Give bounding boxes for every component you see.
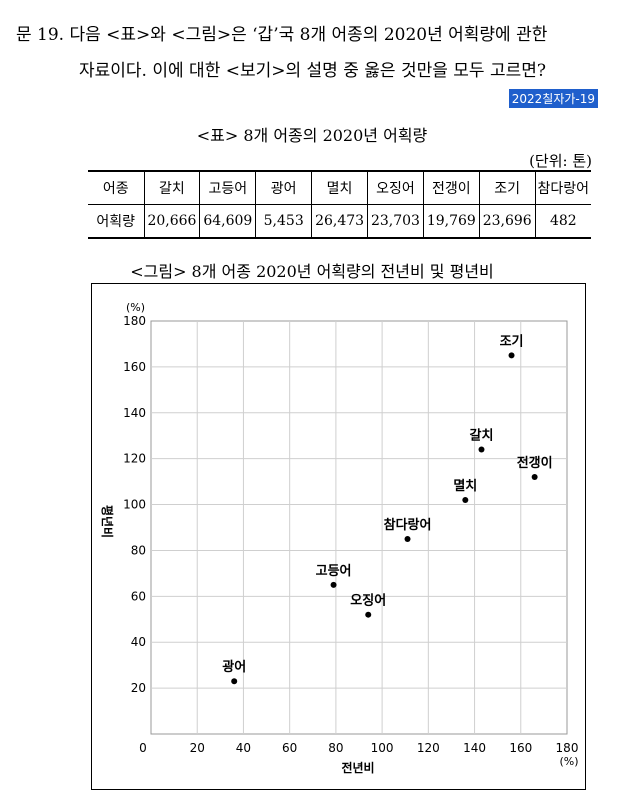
question-line-2: 자료이다. 이에 대한 <보기>의 설명 중 옳은 것만을 모두 고르면? bbox=[79, 61, 546, 81]
value-cell: 20,666 bbox=[143, 204, 201, 239]
y-unit-label: (%) bbox=[126, 301, 145, 314]
data-point-label: 오징어 bbox=[350, 593, 386, 609]
species-cell: 멸치 bbox=[311, 170, 368, 205]
x-axis-title: 전년비 bbox=[341, 760, 374, 775]
y-tick-label: 140 bbox=[123, 406, 146, 420]
y-tick-label: 40 bbox=[131, 635, 146, 649]
question-line-1: 문 19. 다음 <표>와 <그림>은 ‘갑’국 8개 어종의 2020년 어획… bbox=[16, 25, 548, 45]
table-title: <표> 8개 어종의 2020년 어획량 bbox=[196, 126, 428, 145]
data-point bbox=[330, 581, 337, 588]
data-point-label: 광어 bbox=[222, 659, 246, 675]
x-tick-label: 40 bbox=[236, 741, 251, 755]
species-cell: 갈치 bbox=[143, 170, 201, 205]
data-point-label: 전갱이 bbox=[517, 455, 553, 471]
source-badge: 2022칠자가-19 bbox=[508, 89, 598, 108]
figure-title: <그림> 8개 어종 2020년 어획량의 전년비 및 평년비 bbox=[130, 262, 494, 281]
x-tick-label: 160 bbox=[509, 741, 532, 755]
y-tick-label: 80 bbox=[131, 543, 146, 557]
data-point-label: 멸치 bbox=[453, 478, 477, 494]
x-tick-label: 140 bbox=[463, 741, 486, 755]
row-label: 어획량 bbox=[88, 204, 145, 239]
x-tick-label: 180 bbox=[556, 741, 579, 755]
value-cell: 23,696 bbox=[478, 204, 536, 239]
data-point-label: 고등어 bbox=[316, 563, 352, 579]
x-tick-label: 20 bbox=[190, 741, 205, 755]
y-tick-label: 60 bbox=[131, 589, 146, 603]
value-cell: 26,473 bbox=[311, 204, 368, 239]
table-header-row: 어종 갈치 고등어 광어 멸치 오징어 전갱이 조기 참다랑어 bbox=[88, 170, 591, 205]
data-point bbox=[462, 496, 469, 503]
species-cell: 조기 bbox=[478, 170, 536, 205]
data-point-label: 조기 bbox=[500, 334, 524, 349]
y-tick-label: 120 bbox=[123, 452, 146, 466]
plot-area bbox=[150, 320, 568, 735]
catch-table: 어종 갈치 고등어 광어 멸치 오징어 전갱이 조기 참다랑어 어획량 20,6… bbox=[88, 170, 591, 239]
value-cell: 5,453 bbox=[255, 204, 313, 239]
chart-frame bbox=[91, 283, 586, 790]
y-tick-label: 160 bbox=[123, 360, 146, 374]
value-cell: 482 bbox=[534, 204, 591, 239]
y-tick-label: 180 bbox=[123, 314, 146, 328]
x-tick-label: 100 bbox=[371, 741, 394, 755]
x-tick-label: 120 bbox=[417, 741, 440, 755]
y-tick-label: 20 bbox=[131, 681, 146, 695]
species-cell: 참다랑어 bbox=[534, 170, 591, 205]
table-value-row: 어획량 20,666 64,609 5,453 26,473 23,703 19… bbox=[88, 204, 591, 239]
x-unit-label: (%) bbox=[559, 755, 578, 768]
x-tick-label: 0 bbox=[139, 741, 147, 755]
data-point bbox=[478, 446, 485, 453]
value-cell: 64,609 bbox=[199, 204, 257, 239]
data-point bbox=[508, 352, 515, 359]
x-tick-label: 60 bbox=[282, 741, 297, 755]
data-point bbox=[365, 611, 372, 618]
data-point bbox=[231, 678, 238, 685]
header-label: 어종 bbox=[88, 170, 145, 205]
data-point-label: 갈치 bbox=[470, 427, 494, 443]
x-tick-label: 80 bbox=[328, 741, 343, 755]
value-cell: 23,703 bbox=[367, 204, 424, 239]
y-axis-title: 평년비 bbox=[100, 505, 115, 538]
value-cell: 19,769 bbox=[422, 204, 480, 239]
y-tick-label: 100 bbox=[123, 498, 146, 512]
data-point-label: 참다랑어 bbox=[384, 517, 432, 533]
table-unit: (단위: 톤) bbox=[529, 152, 592, 170]
data-point bbox=[531, 474, 538, 481]
data-point bbox=[404, 535, 411, 542]
